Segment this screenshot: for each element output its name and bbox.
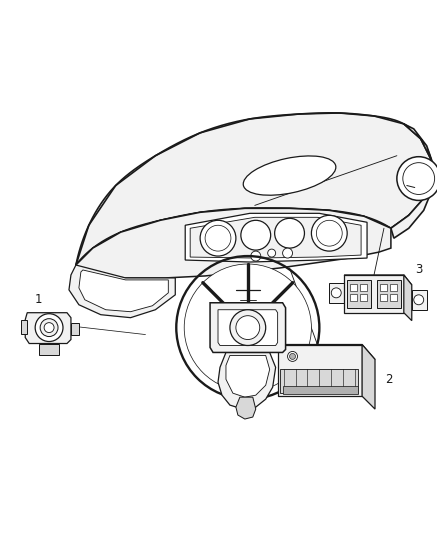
Circle shape <box>283 248 293 258</box>
Circle shape <box>200 220 236 256</box>
Bar <box>279 369 358 393</box>
Bar <box>380 294 387 301</box>
Polygon shape <box>404 275 412 321</box>
Bar <box>71 322 79 335</box>
Circle shape <box>288 351 297 361</box>
Polygon shape <box>190 217 361 258</box>
Bar <box>350 294 357 301</box>
Circle shape <box>414 295 424 305</box>
Circle shape <box>44 322 54 333</box>
Bar <box>360 294 367 301</box>
Polygon shape <box>391 124 434 238</box>
Circle shape <box>397 157 438 200</box>
Polygon shape <box>76 208 391 278</box>
Polygon shape <box>226 356 270 397</box>
Circle shape <box>268 249 276 257</box>
Circle shape <box>311 215 347 251</box>
Polygon shape <box>344 275 412 285</box>
Polygon shape <box>218 310 278 345</box>
Text: 2: 2 <box>385 373 392 386</box>
Polygon shape <box>218 352 276 409</box>
Polygon shape <box>278 344 362 396</box>
Circle shape <box>184 264 311 391</box>
Circle shape <box>40 319 58 336</box>
Circle shape <box>290 353 296 359</box>
Polygon shape <box>79 270 168 312</box>
Circle shape <box>241 220 271 250</box>
Bar <box>347 280 371 308</box>
Bar <box>412 290 427 310</box>
Polygon shape <box>185 213 367 262</box>
Circle shape <box>35 314 63 342</box>
Polygon shape <box>362 344 375 409</box>
Circle shape <box>236 316 260 340</box>
Polygon shape <box>210 303 286 352</box>
Polygon shape <box>278 344 375 359</box>
Bar <box>350 284 357 291</box>
Bar <box>360 284 367 291</box>
Circle shape <box>230 310 266 345</box>
Circle shape <box>275 219 304 248</box>
Text: 3: 3 <box>415 263 422 277</box>
Bar <box>283 386 358 394</box>
Bar <box>390 284 397 291</box>
Polygon shape <box>69 265 175 318</box>
Polygon shape <box>344 275 404 313</box>
Polygon shape <box>25 313 71 343</box>
Bar <box>377 280 401 308</box>
Polygon shape <box>76 113 431 265</box>
Bar <box>329 283 344 303</box>
Text: 1: 1 <box>35 293 42 306</box>
Ellipse shape <box>243 156 336 195</box>
Polygon shape <box>236 397 256 419</box>
Bar <box>39 343 59 356</box>
Bar <box>21 320 27 334</box>
Circle shape <box>331 288 341 298</box>
Bar <box>380 284 387 291</box>
Bar <box>390 294 397 301</box>
Circle shape <box>251 251 261 261</box>
